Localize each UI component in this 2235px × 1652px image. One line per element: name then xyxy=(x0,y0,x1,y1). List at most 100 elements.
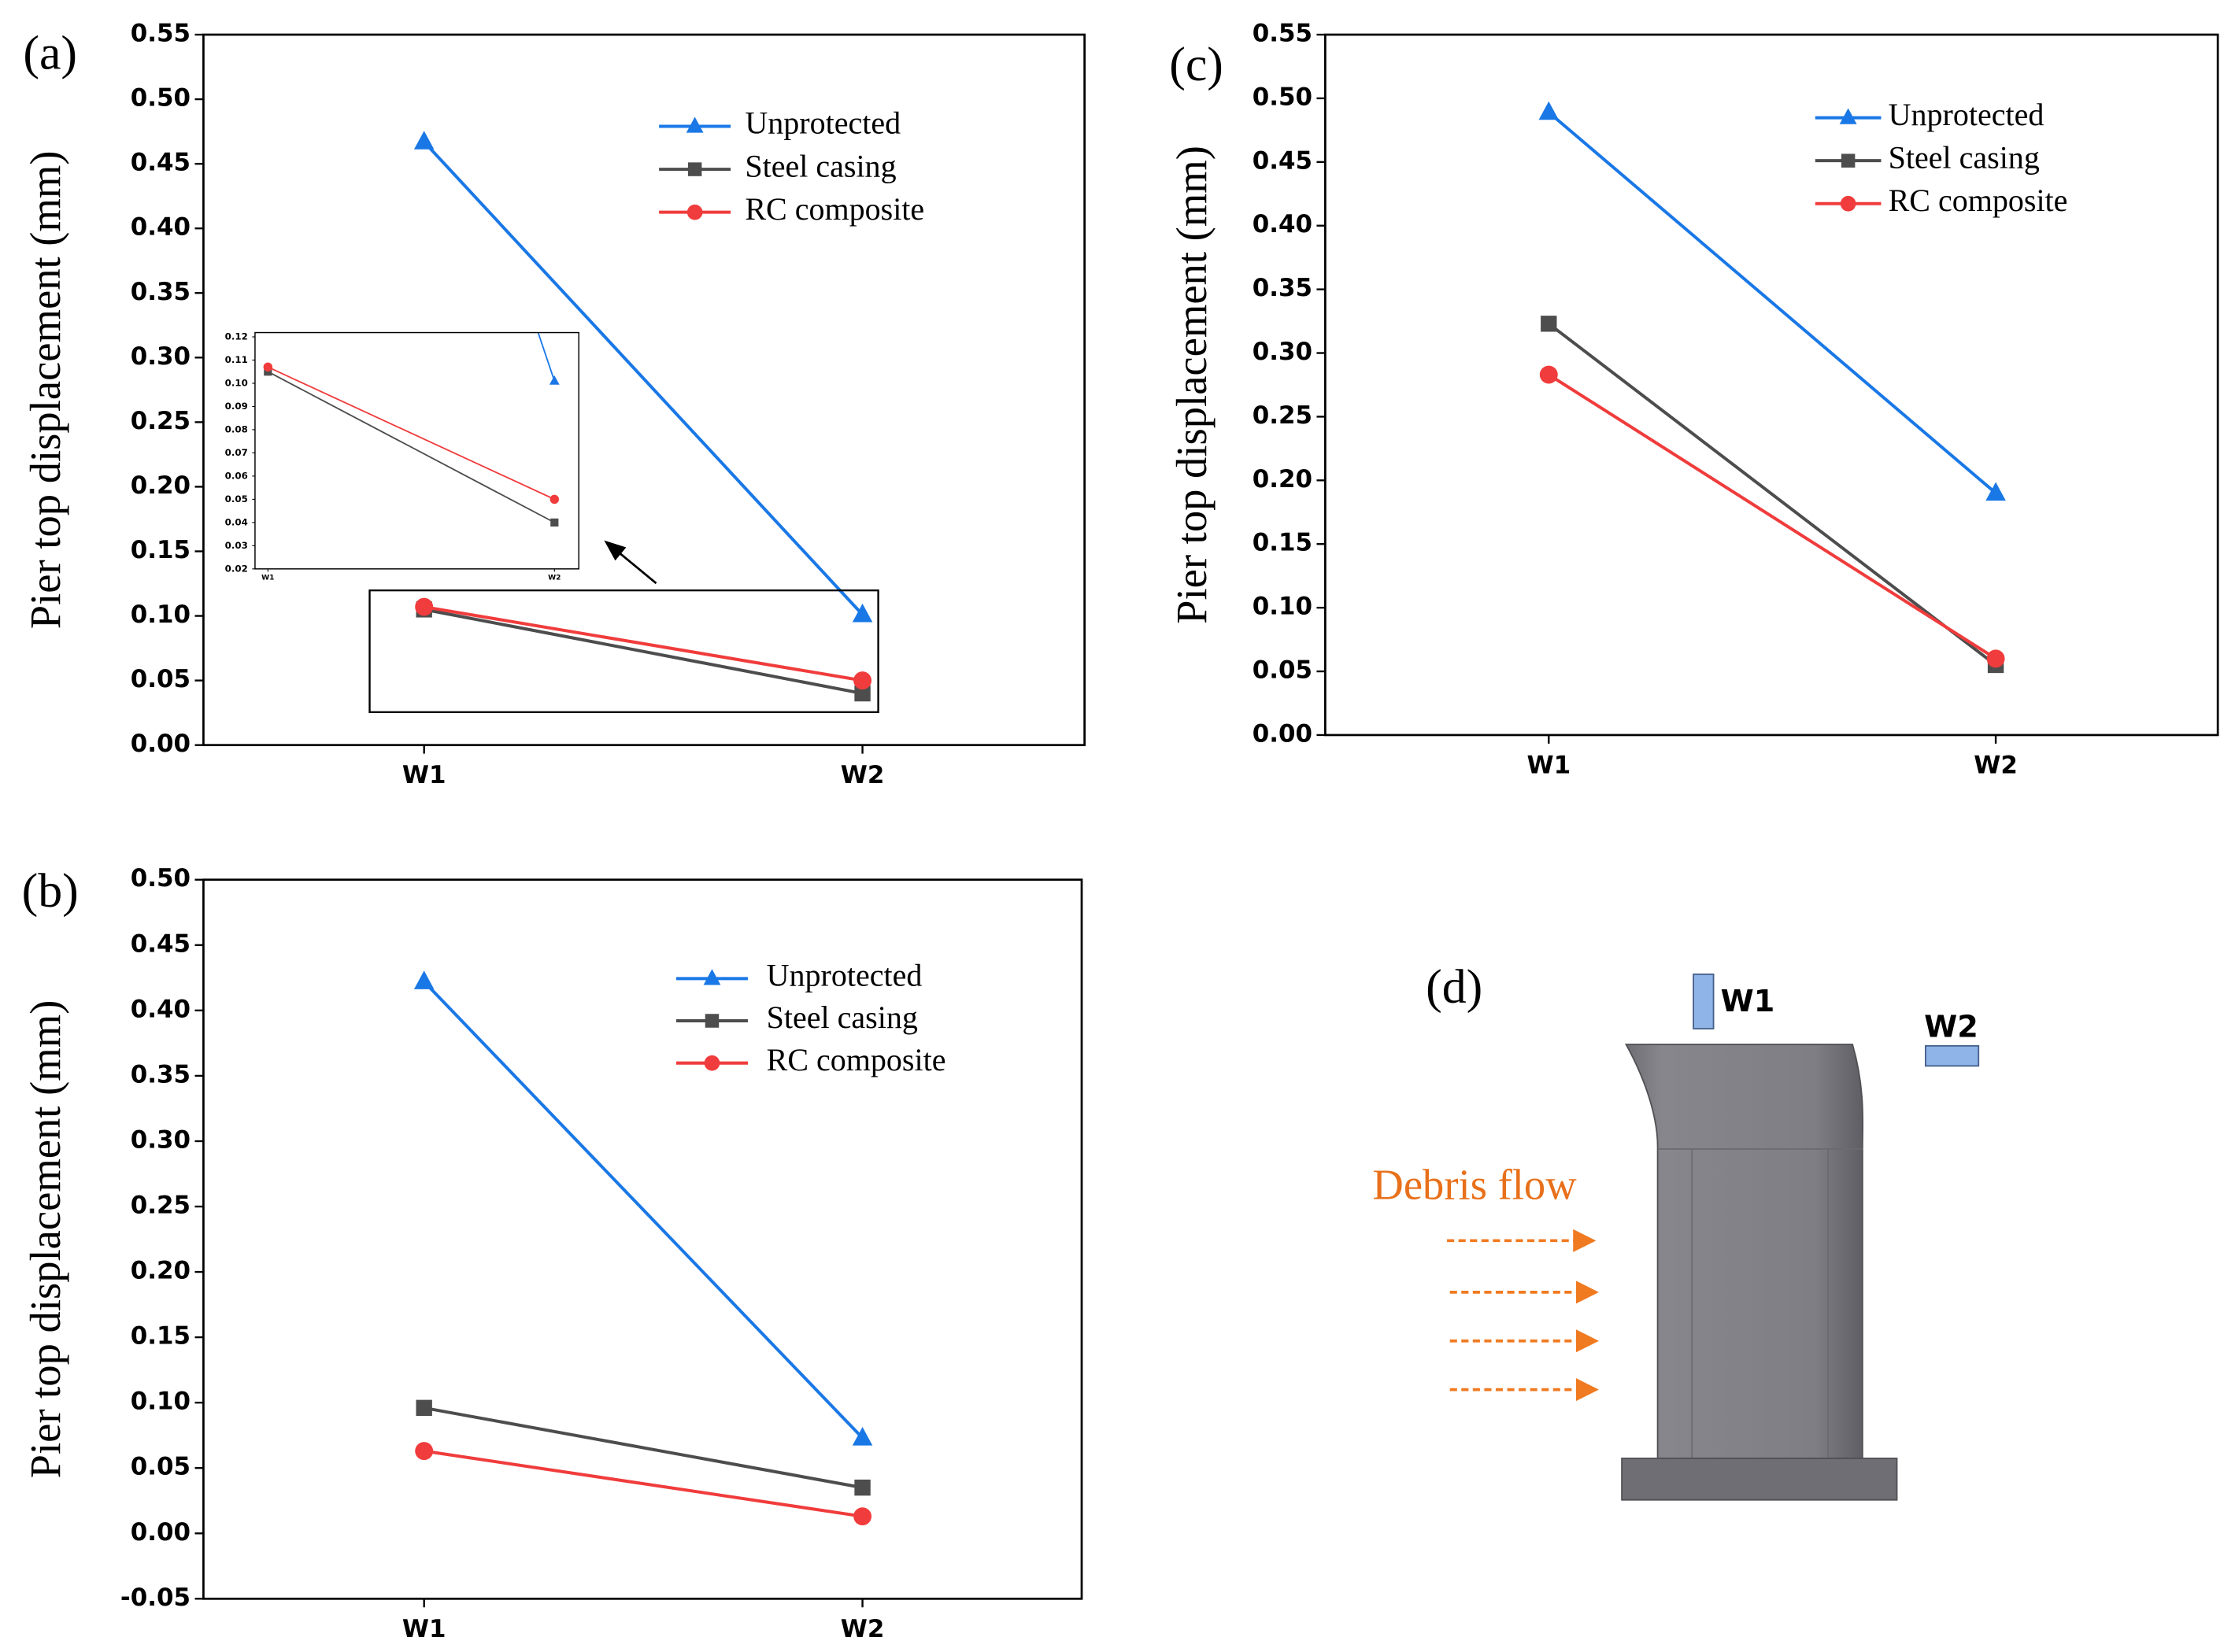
marker xyxy=(704,1055,720,1071)
series-line xyxy=(267,371,555,523)
series-line xyxy=(1547,111,1997,495)
y-tick-label: 0.40 xyxy=(131,213,191,242)
series xyxy=(415,597,872,690)
marker xyxy=(1839,108,1857,124)
x-tick-label: W2 xyxy=(841,1615,885,1643)
pier-base xyxy=(1621,1458,1898,1501)
chart: -0.05 0.00 0.05 0.10 0.15 0.20 0.25 0.30 0.35 0.4… xyxy=(21,864,1083,1643)
marker xyxy=(1840,195,1856,212)
panel-label: (c) xyxy=(1169,38,1223,91)
y-tick-label: 0.45 xyxy=(1253,146,1312,175)
x-tick-label: W1 xyxy=(402,761,446,789)
panel-label: (b) xyxy=(22,864,79,918)
marker xyxy=(1985,482,2006,501)
sensor-label: W2 xyxy=(1924,1011,1978,1045)
legend-label: RC composite xyxy=(745,191,924,227)
flow-label: Debris flow xyxy=(1372,1160,1577,1208)
y-tick-label: 0.55 xyxy=(131,20,191,48)
series xyxy=(537,332,560,385)
y-tick-label: 0.09 xyxy=(225,401,248,412)
y-tick-label: 0.08 xyxy=(225,423,248,434)
x-tick-label: W1 xyxy=(1526,751,1571,779)
marker xyxy=(854,1479,871,1496)
plot-frame xyxy=(254,331,579,570)
y-tick-label: 0.10 xyxy=(131,1388,191,1416)
sensor xyxy=(1924,1044,1980,1067)
series xyxy=(416,1399,871,1496)
y-tick-label: 0.10 xyxy=(1253,593,1312,621)
sensor xyxy=(1693,973,1715,1029)
y-tick-label: 0.45 xyxy=(131,929,191,958)
y-tick-label: 0.10 xyxy=(131,601,191,629)
series xyxy=(264,368,559,527)
panel-label: (d) xyxy=(1426,960,1482,1014)
series-line xyxy=(424,1449,863,1518)
marker xyxy=(1538,101,1560,120)
y-tick-label: 0.15 xyxy=(131,536,191,564)
x-tick-label: W2 xyxy=(1974,751,2018,779)
marker xyxy=(416,1399,432,1416)
flow-arrows xyxy=(1447,1229,1599,1402)
marker xyxy=(264,368,272,376)
legend-label: Steel casing xyxy=(745,148,896,183)
legend-label: RC composite xyxy=(1889,183,2068,218)
y-tick-label: 0.25 xyxy=(131,1192,191,1220)
series xyxy=(1538,101,2006,501)
y-tick-label: -0.05 xyxy=(120,1584,191,1612)
inset-chart: 0.02 0.03 0.04 0.05 0.06 0.07 0.08 0.09 0.10 0.11… xyxy=(225,331,579,582)
legend-label: RC composite xyxy=(767,1042,946,1077)
y-tick-label: 0.03 xyxy=(225,540,248,551)
y-tick-label: 0.40 xyxy=(131,995,191,1023)
pier xyxy=(1625,1044,1864,1459)
x-tick-label: W1 xyxy=(402,1615,446,1643)
y-axis-title: Pier top displacement (mm) xyxy=(21,1000,69,1479)
y-tick-label: 0.20 xyxy=(131,471,191,500)
marker xyxy=(413,970,435,989)
y-tick-label: 0.25 xyxy=(131,407,191,435)
y-tick-label: 0.05 xyxy=(1253,656,1312,685)
plot-frame xyxy=(1324,33,2219,737)
series-line xyxy=(1548,322,1997,667)
legend-label: Steel casing xyxy=(1889,139,2040,175)
marker xyxy=(415,597,434,616)
y-tick-label: 0.35 xyxy=(131,278,191,306)
y-tick-label: 0.00 xyxy=(131,730,191,758)
marker xyxy=(686,204,703,220)
diagram: (d) W1 W2 Debris flow xyxy=(1372,960,1980,1501)
y-tick-label: 0.40 xyxy=(1253,210,1312,238)
series-line xyxy=(537,332,556,382)
series xyxy=(1539,365,2005,668)
marker xyxy=(854,685,871,702)
marker xyxy=(686,116,704,133)
panel-label: (a) xyxy=(23,26,77,79)
marker xyxy=(549,494,560,504)
y-tick-label: 0.45 xyxy=(131,149,191,177)
marker xyxy=(687,162,702,176)
y-tick-label: 0.50 xyxy=(131,864,191,893)
y-tick-label: 0.30 xyxy=(131,1125,191,1154)
marker xyxy=(415,1442,434,1461)
marker xyxy=(853,1507,872,1526)
marker xyxy=(703,969,721,985)
y-tick-label: 0.05 xyxy=(131,665,191,693)
marker xyxy=(1841,153,1856,168)
marker xyxy=(1541,316,1557,332)
plot-frame xyxy=(202,878,1083,1600)
y-tick-label: 0.04 xyxy=(225,516,248,527)
series xyxy=(263,362,560,504)
marker xyxy=(263,362,273,372)
y-tick-label: 0.11 xyxy=(225,354,248,365)
x-tick-label: W2 xyxy=(841,761,885,789)
y-tick-label: 0.15 xyxy=(131,1322,191,1351)
marker xyxy=(1986,649,2005,668)
series-line xyxy=(424,1406,863,1490)
y-tick-label: 0.30 xyxy=(1253,338,1312,366)
y-tick-label: 0.20 xyxy=(131,1257,191,1285)
y-tick-label: 0.55 xyxy=(1253,20,1312,48)
y-tick-label: 0.15 xyxy=(1253,529,1312,557)
inset: 0.02 0.03 0.04 0.05 0.06 0.07 0.08 0.09 0.10 0.11… xyxy=(225,331,579,582)
marker xyxy=(413,131,435,150)
y-tick-label: 0.10 xyxy=(225,377,248,388)
y-tick-label: 0.02 xyxy=(225,563,248,574)
